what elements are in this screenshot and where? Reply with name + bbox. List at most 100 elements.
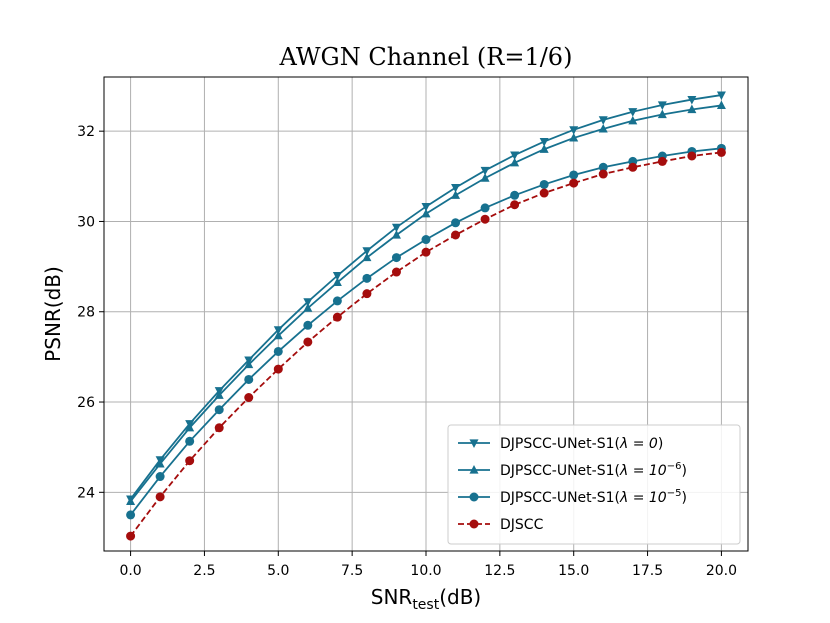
data-point	[362, 247, 372, 256]
data-point	[510, 157, 520, 167]
legend-label-name: DJPSCC-UNet-S1(	[500, 463, 620, 479]
data-point	[273, 330, 283, 340]
x-axis-label-main: SNR	[371, 585, 413, 609]
x-axis-label-unit: (dB)	[439, 585, 481, 609]
data-point	[244, 374, 254, 384]
series-djscc	[126, 147, 726, 541]
series-line	[129, 151, 722, 537]
legend-label-exponent: −6	[667, 461, 682, 472]
data-point	[480, 166, 490, 176]
data-point	[244, 393, 254, 403]
x-axis-label: SNRtest(dB)	[371, 585, 481, 613]
legend-swatch-marker	[469, 492, 479, 502]
data-point	[657, 109, 667, 119]
legend-label-exponent: −5	[667, 488, 682, 499]
data-point	[510, 190, 520, 200]
data-point	[569, 170, 579, 180]
data-point	[332, 296, 342, 306]
legend-label-name: DJPSCC-UNet-S1(	[500, 436, 620, 452]
axis-ticks: 0.0 2.5 5.0 7.5 10.0 12.5 15.0 17.5 20.0 24 26 28 30…	[77, 124, 737, 579]
legend-label-suffix: )	[681, 490, 686, 506]
legend-label: DJPSCC-UNet-S1(λ = 10−6)	[500, 461, 687, 479]
data-point	[421, 202, 431, 212]
legend-label-lambda: λ = 0	[619, 436, 658, 452]
data-point	[480, 214, 490, 224]
data-point	[421, 208, 431, 218]
legend-item: DJSCC	[458, 517, 544, 533]
legend-item: DJPSCC-UNet-S1(λ = 10−6)	[458, 461, 687, 479]
data-point	[628, 108, 638, 117]
data-point	[214, 423, 224, 433]
x-axis-label-subscript: test	[412, 597, 439, 613]
legend-label-suffix: )	[658, 436, 663, 452]
data-point	[598, 169, 608, 179]
data-point	[539, 144, 549, 153]
data-point	[185, 436, 195, 446]
data-point	[569, 178, 579, 188]
data-point	[598, 116, 608, 125]
data-point	[332, 312, 342, 322]
x-tick-label: 7.5	[341, 563, 363, 579]
y-tick-label: 32	[77, 124, 95, 140]
legend-label-name: DJPSCC-UNet-S1(	[500, 490, 620, 506]
data-point	[657, 101, 667, 110]
data-point	[155, 472, 165, 482]
data-point	[657, 156, 667, 166]
data-point	[391, 230, 401, 239]
data-point	[126, 510, 136, 520]
data-point	[185, 456, 195, 466]
series-lambda-1e-6	[126, 100, 726, 505]
y-tick-label: 24	[77, 485, 95, 501]
x-tick-label: 17.5	[632, 563, 663, 579]
data-point	[303, 337, 313, 347]
data-point	[185, 422, 195, 432]
y-tick-label: 26	[77, 395, 95, 411]
data-point	[539, 137, 549, 147]
legend-swatch-marker	[469, 519, 479, 529]
x-tick-label: 20.0	[706, 563, 737, 579]
data-point	[510, 151, 520, 161]
data-point	[598, 123, 608, 133]
data-point	[155, 458, 165, 468]
data-point	[155, 492, 165, 502]
legend-label: DJSCC	[500, 517, 544, 533]
data-point	[451, 230, 461, 240]
data-point	[273, 364, 283, 374]
data-point	[362, 252, 372, 262]
legend-item: DJPSCC-UNet-S1(λ = 0)	[458, 436, 663, 452]
data-point	[451, 218, 461, 228]
data-point	[451, 190, 461, 199]
data-point	[628, 115, 638, 125]
data-point	[687, 151, 697, 161]
data-point	[214, 405, 224, 415]
legend-box	[447, 424, 741, 545]
data-point	[539, 179, 549, 189]
legend: DJPSCC-UNet-S1(λ = 0)DJPSCC-UNet-S1(λ = …	[447, 424, 741, 545]
y-tick-label: 28	[77, 305, 95, 321]
data-point	[628, 162, 638, 172]
x-tick-label: 10.0	[410, 563, 441, 579]
y-axis-label: PSNR(dB)	[41, 266, 65, 362]
data-point	[716, 91, 726, 101]
legend-label: DJPSCC-UNet-S1(λ = 10−5)	[500, 488, 687, 506]
data-point	[421, 235, 431, 245]
data-point	[569, 126, 579, 135]
data-point	[451, 184, 461, 193]
data-point	[480, 173, 490, 182]
chart-title: AWGN Channel (R=1/6)	[279, 43, 573, 71]
x-tick-label: 2.5	[193, 563, 215, 579]
data-point	[391, 253, 401, 263]
data-point	[421, 247, 431, 257]
data-point	[332, 277, 342, 286]
data-point	[480, 203, 490, 213]
legend-swatch-marker	[469, 465, 479, 474]
data-point	[303, 303, 313, 312]
data-point	[126, 496, 136, 505]
data-point	[332, 272, 342, 281]
legend-label-lambda: λ = 10	[619, 490, 667, 506]
data-point	[214, 390, 224, 399]
data-point	[273, 326, 283, 335]
data-point	[716, 100, 726, 110]
data-point	[391, 223, 401, 233]
